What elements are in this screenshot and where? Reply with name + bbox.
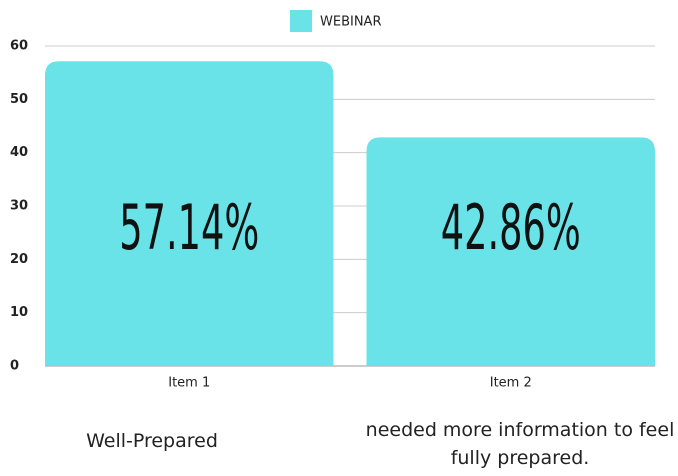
annotation: Well-Prepared bbox=[86, 430, 218, 452]
y-tick-label: 10 bbox=[10, 305, 28, 320]
y-tick-label: 0 bbox=[10, 359, 19, 374]
y-tick-label: 50 bbox=[10, 92, 28, 107]
y-tick-label: 20 bbox=[10, 252, 28, 267]
x-tick-label: Item 1 bbox=[168, 376, 210, 391]
y-tick-label: 60 bbox=[10, 39, 28, 54]
chart: WEBINAR 0 10 20 30 40 50 60 Item 1 57.14% Item 2 42… bbox=[10, 10, 655, 391]
y-tick-label: 30 bbox=[10, 199, 28, 214]
value-label: 57.14% bbox=[119, 193, 259, 265]
legend-label: WEBINAR bbox=[320, 15, 381, 30]
legend-swatch bbox=[290, 10, 312, 32]
annotation: needed more information to feel fully pr… bbox=[365, 419, 675, 469]
y-tick-label: 40 bbox=[10, 145, 28, 160]
bar bbox=[45, 61, 334, 367]
value-label: 42.86% bbox=[441, 193, 581, 265]
x-tick-label: Item 2 bbox=[490, 376, 532, 391]
bar bbox=[366, 137, 655, 366]
